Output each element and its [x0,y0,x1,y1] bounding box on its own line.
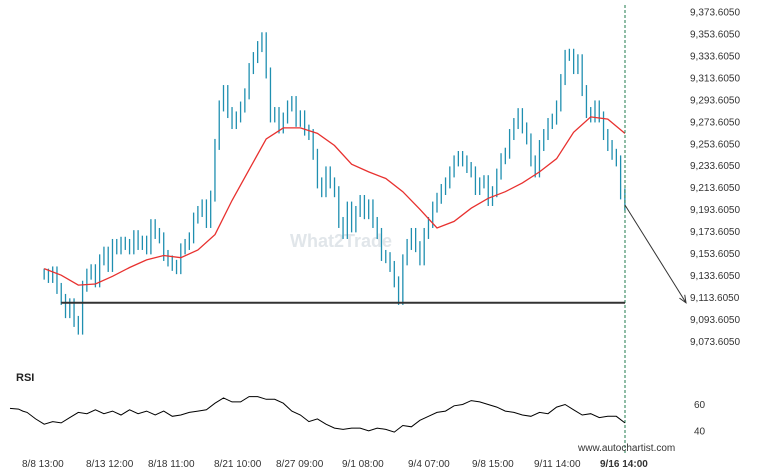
time-tick-label: 8/13 12:00 [86,459,134,470]
rsi-title: RSI [16,372,34,384]
rsi-panel [9,396,626,433]
price-tick-label: 9,213.6050 [690,183,740,194]
price-tick-label: 9,193.6050 [690,205,740,216]
price-tick-label: 9,253.6050 [690,139,740,150]
time-axis: 8/8 13:00 8/13 12:00 8/18 11:00 8/21 10:00 8… [22,459,648,470]
rsi-line [9,396,626,433]
price-tick-label: 9,073.6050 [690,337,740,348]
price-tick-label: 9,233.6050 [690,161,740,172]
time-tick-label: 8/18 11:00 [148,459,195,470]
time-tick-label: 9/4 07:00 [408,459,450,470]
time-tick-label: 9/8 15:00 [472,459,514,470]
price-tick-label: 9,373.6050 [690,7,740,18]
time-tick-label: 8/27 09:00 [276,459,324,470]
rsi-tick-label: 40 [694,426,706,437]
time-tick-label: 9/16 14:00 [600,459,648,470]
rsi-tick-label: 60 [694,400,706,411]
price-axis: 9,373.6050 9,353.6050 9,333.6050 9,313.6050… [690,7,740,348]
price-tick-label: 9,273.6050 [690,117,740,128]
price-tick-label: 9,173.6050 [690,227,740,238]
price-tick-label: 9,333.6050 [690,51,740,62]
forecast-arrow [624,204,687,303]
time-tick-label: 9/1 08:00 [342,459,384,470]
time-tick-label: 8/21 10:00 [214,459,262,470]
credit-text: www.autochartist.com [577,443,675,454]
pattern-lines [61,5,687,455]
moving-average-line [43,116,626,286]
time-tick-label: 8/8 13:00 [22,459,64,470]
price-tick-label: 9,153.6050 [690,249,740,260]
price-tick-label: 9,313.6050 [690,73,740,84]
watermark: What2Trade [290,231,392,251]
price-tick-label: 9,133.6050 [690,271,740,282]
price-tick-label: 9,093.6050 [690,315,740,326]
time-tick-label: 9/11 14:00 [534,459,581,470]
forecast-arrow-head [679,294,687,304]
price-tick-label: 9,353.6050 [690,29,740,40]
price-tick-label: 9,293.6050 [690,95,740,106]
price-tick-label: 9,113.6050 [690,293,740,304]
moving-average [43,116,626,286]
rsi-axis: 60 40 [694,400,706,437]
